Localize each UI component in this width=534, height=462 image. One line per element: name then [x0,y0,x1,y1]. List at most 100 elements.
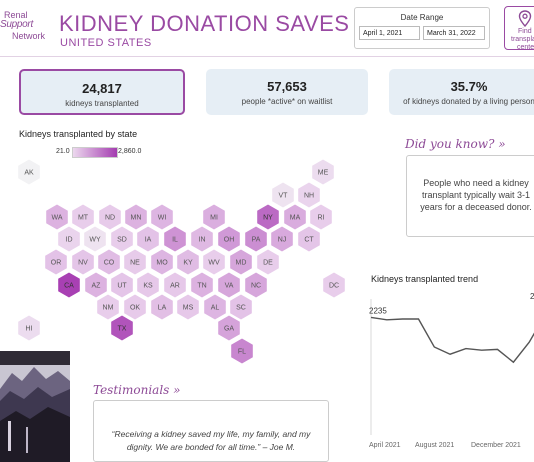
state-tile-ne[interactable]: NE [123,248,147,276]
state-hex[interactable] [110,314,134,342]
state-hex[interactable] [150,203,174,231]
state-tile-sc[interactable]: SC [229,293,253,321]
state-tile-nd[interactable]: ND [98,203,122,231]
state-tile-md[interactable]: MD [229,248,253,276]
state-hex[interactable] [44,248,68,276]
state-hex[interactable] [45,203,69,231]
state-hex[interactable] [17,158,41,186]
state-tile-ca[interactable]: CA [57,271,81,299]
state-tile-co[interactable]: CO [97,248,121,276]
state-hex[interactable] [229,248,253,276]
state-hex[interactable] [202,248,226,276]
state-tile-ok[interactable]: OK [123,293,147,321]
kpi-living-donor-share[interactable]: 35.7% of kidneys donated by a living per… [389,69,534,115]
state-tile-dc[interactable]: DC [322,271,346,299]
state-tile-az[interactable]: AZ [84,271,108,299]
trend-series-line[interactable] [370,315,534,364]
state-hex[interactable] [163,225,187,253]
state-tile-ut[interactable]: UT [110,271,134,299]
state-tile-ms[interactable]: MS [176,293,200,321]
state-hex[interactable] [190,225,214,253]
state-hex[interactable] [256,248,280,276]
state-hex[interactable] [271,181,295,209]
state-tile-il[interactable]: IL [163,225,187,253]
state-hex[interactable] [98,203,122,231]
state-hex[interactable] [110,225,134,253]
state-tile-ak[interactable]: AK [17,158,41,186]
state-hex[interactable] [123,248,147,276]
end-date-input[interactable]: March 31, 2022 [423,26,485,40]
state-hex[interactable] [163,271,187,299]
state-tile-nm[interactable]: NM [96,293,120,321]
state-tile-ct[interactable]: CT [297,225,321,253]
state-hex[interactable] [283,203,307,231]
state-hex[interactable] [71,203,95,231]
state-hex[interactable] [229,293,253,321]
state-tile-nv[interactable]: NV [71,248,95,276]
state-hex[interactable] [176,248,200,276]
state-hex[interactable] [83,225,107,253]
state-hex[interactable] [150,248,174,276]
state-hex[interactable] [202,203,226,231]
state-hex[interactable] [322,271,346,299]
state-tile-ky[interactable]: KY [176,248,200,276]
state-hex[interactable] [230,337,254,365]
kpi-kidneys-transplanted[interactable]: 24,817 kidneys transplanted [19,69,185,115]
state-tile-al[interactable]: AL [203,293,227,321]
state-hex[interactable] [136,225,160,253]
state-hex[interactable] [17,314,41,342]
state-tile-nj[interactable]: NJ [270,225,294,253]
state-tile-me[interactable]: ME [311,158,335,186]
state-tile-pa[interactable]: PA [244,225,268,253]
state-tile-ny[interactable]: NY [256,203,280,231]
state-hex[interactable] [96,293,120,321]
state-tile-tx[interactable]: TX [110,314,134,342]
state-tile-ma[interactable]: MA [283,203,307,231]
state-hex[interactable] [297,225,321,253]
state-tile-de[interactable]: DE [256,248,280,276]
state-hex[interactable] [190,271,214,299]
state-hex[interactable] [150,293,174,321]
state-tile-ga[interactable]: GA [217,314,241,342]
state-tile-fl[interactable]: FL [230,337,254,365]
state-hex[interactable] [110,271,134,299]
state-tile-ar[interactable]: AR [163,271,187,299]
state-tile-ia[interactable]: IA [136,225,160,253]
state-tile-tn[interactable]: TN [190,271,214,299]
state-tile-hi[interactable]: HI [17,314,41,342]
state-hex[interactable] [244,225,268,253]
state-tile-va[interactable]: VA [217,271,241,299]
state-tile-wy[interactable]: WY [83,225,107,253]
state-hex[interactable] [97,248,121,276]
start-date-input[interactable]: April 1, 2021 [359,26,420,40]
state-hex[interactable] [123,293,147,321]
state-hex[interactable] [176,293,200,321]
state-tile-oh[interactable]: OH [217,225,241,253]
find-transplant-center-button[interactable]: Find transpla cente [504,6,534,50]
state-tile-or[interactable]: OR [44,248,68,276]
state-tile-mo[interactable]: MO [150,248,174,276]
state-tile-sd[interactable]: SD [110,225,134,253]
state-tile-id[interactable]: ID [57,225,81,253]
state-hex[interactable] [84,271,108,299]
state-hex[interactable] [124,203,148,231]
state-tile-mt[interactable]: MT [71,203,95,231]
state-hex[interactable] [270,225,294,253]
state-hex[interactable] [217,314,241,342]
state-tile-mi[interactable]: MI [202,203,226,231]
state-hex[interactable] [297,181,321,209]
state-tile-vt[interactable]: VT [271,181,295,209]
state-tile-la[interactable]: LA [150,293,174,321]
state-tile-mn[interactable]: MN [124,203,148,231]
state-tile-nh[interactable]: NH [297,181,321,209]
state-tile-wi[interactable]: WI [150,203,174,231]
state-hex[interactable] [244,271,268,299]
state-tile-nc[interactable]: NC [244,271,268,299]
state-tile-wa[interactable]: WA [45,203,69,231]
state-hex[interactable] [217,271,241,299]
state-hex[interactable] [136,271,160,299]
state-tile-in[interactable]: IN [190,225,214,253]
state-hex[interactable] [311,158,335,186]
state-hex[interactable] [203,293,227,321]
state-tile-ks[interactable]: KS [136,271,160,299]
